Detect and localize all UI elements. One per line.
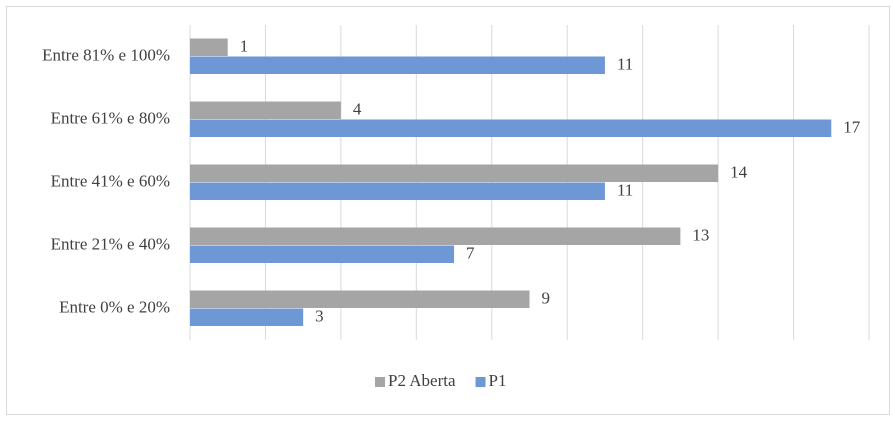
- data-label: 3: [315, 306, 324, 325]
- data-label: 7: [466, 243, 475, 262]
- bar: [190, 290, 530, 308]
- bar: [190, 182, 605, 200]
- data-label: 17: [843, 117, 861, 136]
- chart-frame: [6, 6, 890, 415]
- legend-swatch: [475, 377, 486, 387]
- y-tick-label: Entre 61% e 80%: [51, 108, 170, 127]
- data-label: 11: [617, 54, 633, 73]
- y-tick-label: Entre 21% e 40%: [51, 234, 170, 253]
- data-label: 14: [730, 162, 748, 181]
- bar: [190, 245, 455, 263]
- data-label: 13: [692, 225, 709, 244]
- bar: [190, 164, 719, 182]
- bar: [190, 38, 228, 56]
- data-label: 4: [353, 99, 362, 118]
- bar: [190, 101, 341, 119]
- data-label: 11: [617, 180, 633, 199]
- y-tick-label: Entre 0% e 20%: [59, 297, 170, 316]
- legend-label: P2 Aberta: [388, 371, 456, 390]
- bar: [190, 56, 605, 74]
- legend-swatch: [375, 377, 385, 387]
- y-tick-label: Entre 41% e 60%: [51, 171, 170, 190]
- data-label: 9: [542, 288, 551, 307]
- bar: [190, 308, 304, 326]
- data-label: 1: [240, 36, 249, 55]
- bar: [190, 119, 832, 137]
- bar: [190, 227, 681, 245]
- y-tick-label: Entre 81% e 100%: [42, 45, 170, 64]
- legend-label: P1: [489, 371, 507, 390]
